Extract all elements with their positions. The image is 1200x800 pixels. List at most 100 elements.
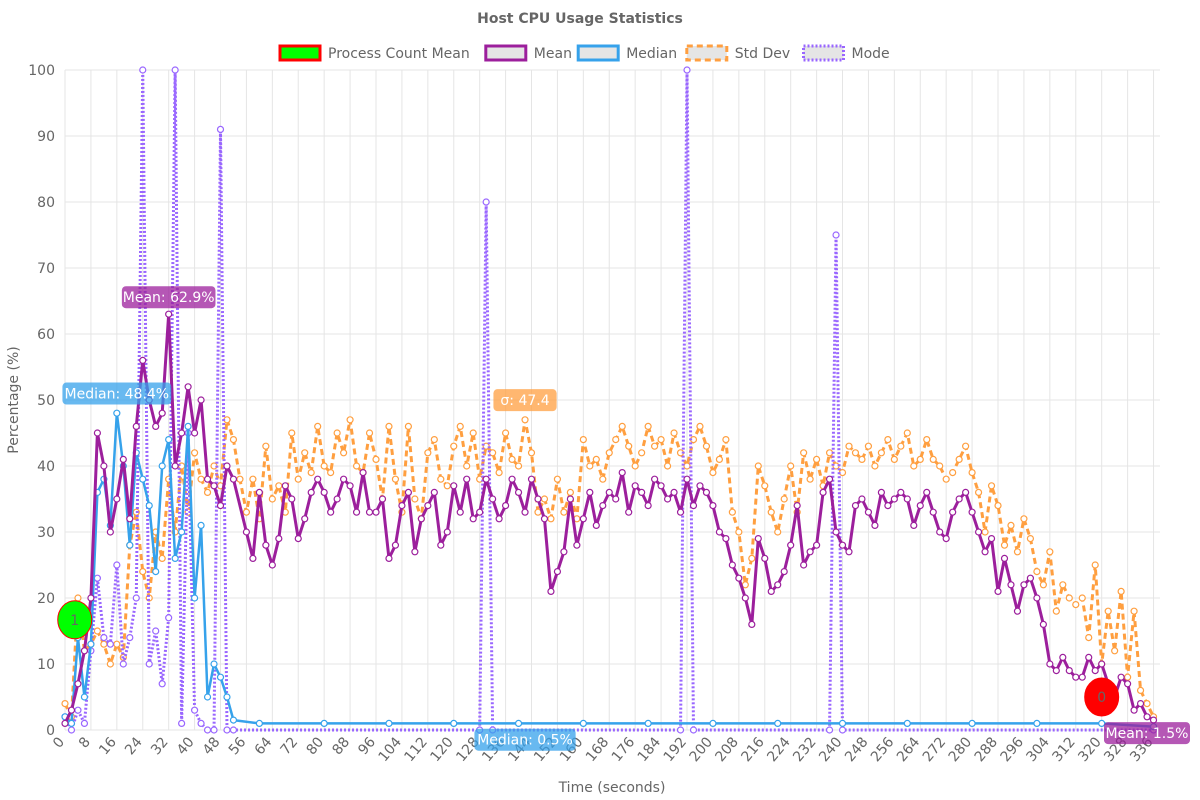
series-mode-point bbox=[676, 726, 685, 734]
series-mean-point bbox=[1130, 706, 1138, 714]
series-layer: 10 bbox=[57, 66, 1158, 734]
series-mean-point bbox=[229, 475, 238, 483]
series-mean-point bbox=[599, 502, 607, 510]
series-median-point bbox=[126, 541, 134, 549]
series-median-point bbox=[216, 673, 225, 681]
legend-label: Process Count Mean bbox=[328, 46, 470, 62]
series-mean-point bbox=[80, 647, 89, 655]
x-tick-label: 200 bbox=[687, 734, 716, 765]
series-std-dev-point bbox=[262, 442, 270, 450]
series-mean-point bbox=[158, 409, 166, 417]
series-std-dev-point bbox=[845, 442, 853, 450]
x-tick-label: 248 bbox=[842, 734, 871, 765]
x-tick-label: 104 bbox=[376, 734, 405, 765]
series-mean-point bbox=[832, 528, 840, 536]
series-std-dev-point bbox=[372, 455, 380, 463]
series-std-dev-point bbox=[100, 640, 108, 648]
series-std-dev-point bbox=[514, 462, 523, 470]
series-std-dev-point bbox=[800, 449, 808, 457]
series-mean-point bbox=[825, 475, 834, 483]
series-mean-point bbox=[968, 508, 976, 516]
x-tick-label: 56 bbox=[226, 734, 250, 758]
series-mean-point bbox=[806, 548, 814, 556]
series-mean-point bbox=[929, 508, 937, 516]
legend-item-mean[interactable]: Mean bbox=[484, 44, 572, 62]
series-median-point bbox=[514, 719, 523, 728]
series-mean-point bbox=[333, 495, 341, 503]
legend-item-process-count-mean[interactable]: Process Count Mean bbox=[278, 44, 470, 62]
series-std-dev-point bbox=[275, 482, 283, 490]
series-std-dev-point bbox=[1033, 567, 1041, 576]
series-std-dev-point bbox=[1072, 600, 1080, 609]
series-std-dev-point bbox=[812, 455, 821, 463]
series-std-dev-point bbox=[1052, 607, 1060, 615]
series-mean-point bbox=[456, 508, 464, 516]
series-std-dev-point bbox=[871, 462, 879, 470]
series-mean-point bbox=[1026, 574, 1035, 582]
series-std-dev-point bbox=[748, 554, 756, 563]
series-mean-point bbox=[378, 495, 387, 503]
series-mean-point bbox=[540, 515, 549, 523]
legend-item-mode[interactable]: Mode bbox=[802, 44, 890, 62]
series-mode-point bbox=[152, 627, 160, 635]
series-mean-point bbox=[631, 482, 639, 490]
series-std-dev-point bbox=[1124, 673, 1132, 681]
series-std-dev-point bbox=[314, 422, 322, 430]
legend-item-std-dev[interactable]: Std Dev bbox=[685, 44, 790, 62]
series-median-point bbox=[171, 554, 179, 563]
series-mean-point bbox=[184, 383, 192, 391]
series-median-point bbox=[203, 693, 212, 701]
series-mean-point bbox=[845, 548, 853, 556]
series-mean-point bbox=[851, 502, 860, 510]
series-std-dev-point bbox=[203, 488, 212, 496]
series-std-dev-point bbox=[962, 442, 970, 450]
series-std-dev-point bbox=[1085, 633, 1093, 642]
series-mean-point bbox=[670, 488, 678, 496]
annotation-layer: Mean: 62.9% Median: 48.4% σ: 47.4 Median: 0… bbox=[62, 286, 1190, 751]
series-mean-point bbox=[748, 620, 756, 629]
series-mean-point bbox=[534, 495, 542, 503]
series-mean-point bbox=[385, 554, 393, 563]
series-mode-point bbox=[178, 719, 186, 728]
legend-swatch bbox=[278, 44, 322, 62]
series-std-dev-point bbox=[106, 660, 114, 668]
series-std-dev-point bbox=[1026, 534, 1035, 543]
series-mean-point bbox=[469, 515, 477, 523]
x-tick-label: 288 bbox=[972, 734, 1001, 765]
series-mean-point bbox=[800, 561, 808, 569]
x-tick-label: 24 bbox=[122, 734, 146, 758]
series-std-dev-point bbox=[715, 455, 724, 463]
series-mean-point bbox=[1143, 713, 1151, 721]
series-std-dev-point bbox=[618, 422, 626, 430]
series-mean-point bbox=[152, 422, 160, 430]
series-std-dev-point bbox=[288, 429, 296, 437]
series-mode-point bbox=[832, 231, 840, 239]
x-tick-label: 40 bbox=[174, 734, 198, 758]
series-mean-point bbox=[1098, 660, 1106, 668]
series-mean-point bbox=[67, 706, 76, 714]
series-mean-point bbox=[955, 495, 963, 503]
process-count-bubble bbox=[1084, 677, 1120, 717]
series-std-dev-point bbox=[657, 436, 665, 444]
series-mean-point bbox=[404, 488, 413, 496]
series-mean-point bbox=[897, 488, 905, 496]
series-std-dev-point bbox=[1130, 607, 1138, 615]
series-median-point bbox=[197, 521, 205, 530]
series-mean-point bbox=[761, 554, 769, 563]
legend-item-median[interactable]: Median bbox=[576, 44, 677, 62]
series-mean-point bbox=[981, 548, 989, 556]
series-std-dev-point bbox=[508, 455, 516, 463]
process-count-label: 0 bbox=[1097, 690, 1106, 706]
series-mean-point bbox=[819, 488, 827, 496]
series-mean-point bbox=[651, 475, 659, 483]
series-std-dev-point bbox=[450, 442, 458, 450]
series-mean-point bbox=[1059, 653, 1067, 662]
series-mean-point bbox=[1072, 673, 1080, 681]
series-mean-point bbox=[735, 574, 743, 582]
series-mode-point bbox=[139, 66, 147, 74]
series-mean-point bbox=[482, 475, 490, 483]
series-std-dev-point bbox=[443, 482, 451, 490]
series-mean-point bbox=[910, 521, 918, 530]
series-std-dev-point bbox=[430, 436, 438, 444]
